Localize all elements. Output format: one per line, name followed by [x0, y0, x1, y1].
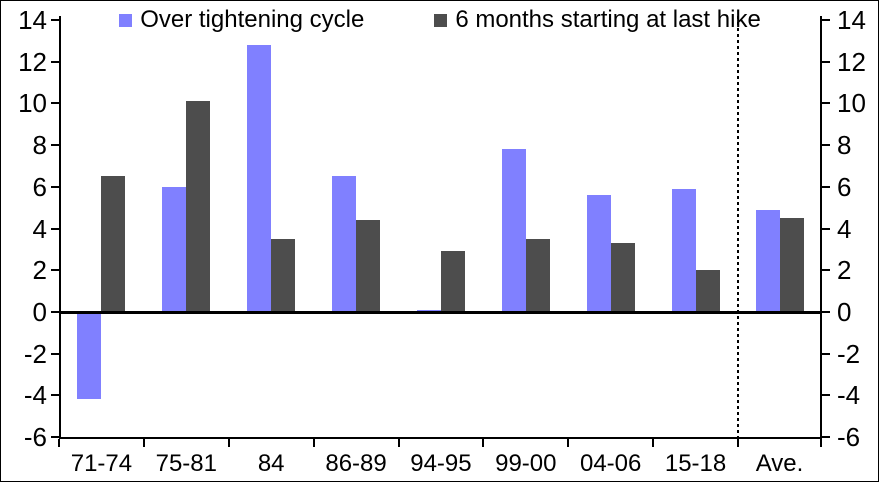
x-axis: [59, 437, 822, 439]
legend: Over tightening cycle 6 months starting a…: [59, 6, 821, 33]
bar-over-tightening-cycle: [162, 186, 187, 312]
x-tick-mark: [142, 439, 145, 447]
x-category-label: 15-18: [664, 450, 727, 477]
zero-line: [59, 310, 822, 314]
y-tick-mark-right: [822, 60, 830, 63]
y-tick-label-left: -2: [23, 338, 47, 369]
bar-six-months-after-last-hike: [525, 238, 550, 312]
y-tick-label-left: 14: [18, 5, 47, 35]
x-category-label: 84: [257, 450, 285, 477]
y-tick-label-left: 10: [18, 88, 47, 119]
legend-label: 6 months starting at last hike: [455, 6, 761, 33]
x-tick-mark: [397, 439, 400, 447]
bar-over-tightening-cycle: [332, 176, 357, 312]
legend-item: 6 months starting at last hike: [434, 6, 761, 33]
y-tick-label-right: 12: [837, 46, 866, 77]
x-category-label: Ave.: [755, 450, 804, 477]
bar-over-tightening-cycle: [77, 311, 102, 400]
y-tick-label-left: -4: [23, 380, 47, 411]
y-tick-mark-left: [51, 310, 59, 313]
average-separator-line: [737, 16, 739, 437]
y-tick-label-right: -2: [837, 338, 861, 369]
y-axis-left: [59, 16, 61, 439]
y-tick-label-right: 14: [837, 5, 866, 35]
y-tick-label-right: -6: [837, 422, 861, 452]
x-tick-mark: [227, 439, 230, 447]
bar-over-tightening-cycle: [247, 45, 272, 312]
y-tick-mark-left: [51, 269, 59, 272]
x-tick-mark: [58, 439, 60, 447]
x-category-label: 99-00: [495, 450, 557, 477]
y-tick-mark-left: [51, 19, 59, 21]
x-tick-mark: [482, 439, 485, 447]
y-tick-mark-right: [822, 102, 830, 105]
bar-over-tightening-cycle: [586, 195, 611, 312]
y-tick-mark-right: [822, 394, 830, 397]
y-tick-label-right: 10: [837, 88, 866, 119]
y-tick-label-right: 2: [837, 255, 852, 286]
y-tick-label-left: 2: [32, 255, 47, 286]
y-tick-mark-right: [822, 269, 830, 272]
y-tick-label-left: 12: [18, 46, 47, 77]
x-tick-mark: [737, 439, 739, 447]
bar-six-months-after-last-hike: [779, 218, 804, 312]
x-tick-mark: [652, 439, 655, 447]
bar-six-months-after-last-hike: [695, 270, 720, 312]
legend-item: Over tightening cycle: [119, 6, 365, 33]
y-tick-mark-left: [51, 227, 59, 230]
y-tick-label-left: 4: [32, 213, 47, 244]
y-tick-mark-left: [51, 185, 59, 188]
y-tick-mark-left: [51, 394, 59, 397]
y-tick-mark-right: [822, 144, 830, 147]
y-tick-label-right: -4: [837, 380, 861, 411]
bar-six-months-after-last-hike: [440, 251, 465, 312]
x-tick-mark: [312, 439, 315, 447]
y-tick-label-left: 8: [32, 130, 47, 161]
x-category-label: 71-74: [70, 450, 133, 477]
y-tick-label-right: 6: [837, 171, 852, 202]
bar-six-months-after-last-hike: [610, 243, 635, 312]
x-tick-mark: [567, 439, 570, 447]
y-tick-label-left: 0: [32, 296, 47, 327]
bar-six-months-after-last-hike: [101, 176, 126, 312]
y-tick-mark-left: [51, 102, 59, 105]
y-tick-mark-right: [822, 185, 830, 188]
legend-swatch-icon: [119, 13, 133, 27]
y-tick-label-left: 6: [32, 171, 47, 202]
y-tick-mark-left: [51, 352, 59, 355]
legend-label: Over tightening cycle: [140, 6, 365, 33]
y-tick-mark-right: [822, 352, 830, 355]
x-category-label: 86-89: [325, 450, 387, 477]
y-tick-label-right: 4: [837, 213, 852, 244]
y-tick-mark-right: [822, 436, 830, 438]
y-tick-mark-right: [822, 310, 830, 313]
bar-over-tightening-cycle: [416, 309, 441, 312]
bar-over-tightening-cycle: [755, 209, 780, 312]
bar-six-months-after-last-hike: [271, 238, 296, 312]
x-tick-mark: [820, 439, 822, 447]
y-tick-mark-right: [822, 19, 830, 21]
bar-six-months-after-last-hike: [356, 220, 381, 312]
y-tick-mark-left: [51, 144, 59, 147]
y-tick-label-left: -6: [23, 422, 47, 452]
bar-over-tightening-cycle: [671, 188, 696, 312]
x-category-label: 04-06: [579, 450, 642, 477]
bar-over-tightening-cycle: [501, 149, 526, 312]
x-category-label: 75-81: [155, 450, 217, 477]
y-axis-right: [820, 16, 822, 439]
bar-six-months-after-last-hike: [186, 101, 211, 312]
y-tick-label-right: 8: [837, 130, 852, 161]
y-tick-mark-left: [51, 60, 59, 63]
x-category-label: 94-95: [410, 450, 472, 477]
y-tick-label-right: 0: [837, 296, 852, 327]
legend-swatch-icon: [434, 13, 448, 27]
y-tick-mark-left: [51, 436, 59, 438]
y-tick-mark-right: [822, 227, 830, 230]
